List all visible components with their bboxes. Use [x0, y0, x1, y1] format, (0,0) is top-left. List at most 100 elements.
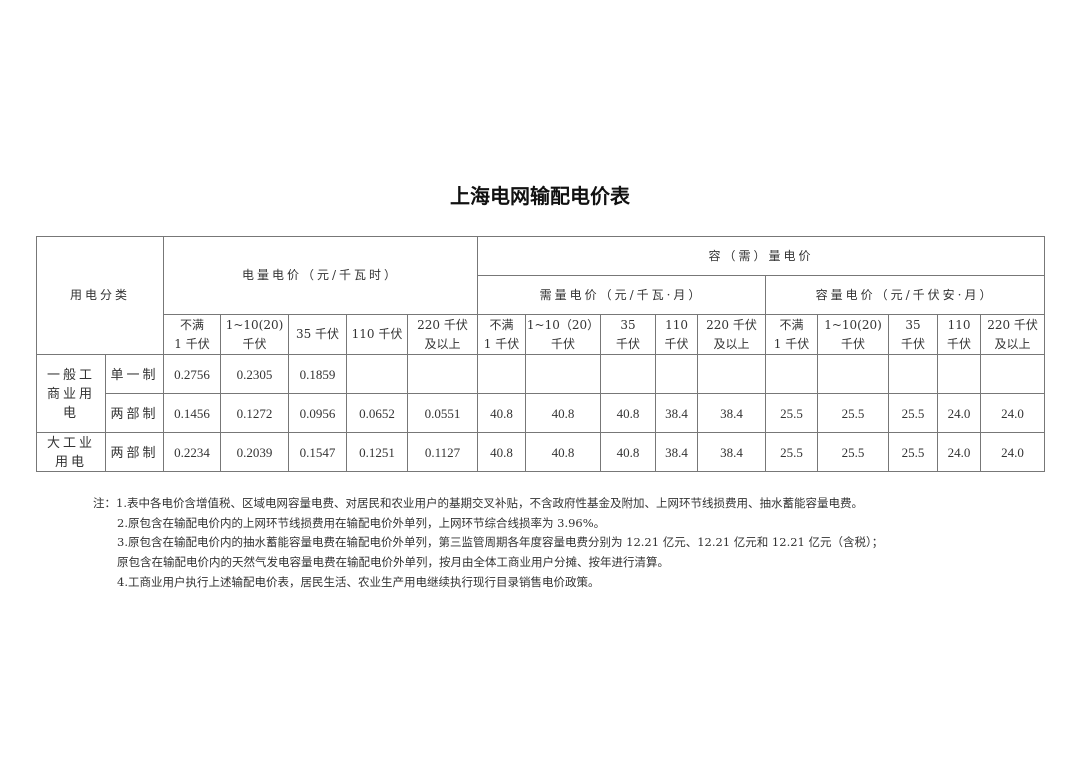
price-cell: 40.8: [477, 432, 527, 472]
capacity-demand-header: 容（需）量电价: [477, 236, 1046, 276]
price-cell: 25.5: [765, 393, 819, 433]
category-name: 一般工商业用电: [36, 354, 106, 433]
price-cell: [655, 354, 699, 394]
voltage-label-line: 35: [905, 317, 921, 332]
energy-price-header: 电量电价（元/千瓦时）: [163, 236, 479, 315]
capacity-voltage-col-header: 1~10(20) 千伏: [817, 314, 890, 355]
voltage-label-line: 千伏: [947, 336, 972, 351]
demand-voltage-col-header: 35 千伏: [600, 314, 657, 355]
voltage-label-line: 110 千伏: [351, 327, 403, 341]
price-cell: 40.8: [600, 393, 657, 433]
tariff-type: 两部制: [104, 393, 165, 433]
voltage-label-line: 35 千伏: [295, 327, 340, 341]
price-cell: [600, 354, 657, 394]
price-cell: 25.5: [765, 432, 819, 472]
energy-voltage-col-header: 110 千伏: [346, 314, 409, 355]
tariff-type: 两部制: [104, 432, 165, 472]
energy-voltage-col-header: 1~10(20) 千伏: [220, 314, 290, 355]
price-cell: 0.1272: [220, 393, 290, 433]
price-cell: 0.0956: [288, 393, 348, 433]
note-line: 3.原包含在输配电价内的抽水蓄能容量电费在输配电价外单列，第三监管周期各年度容量…: [117, 535, 884, 550]
price-cell: [477, 354, 527, 394]
voltage-label-line: 千伏: [664, 336, 689, 351]
voltage-label-line: 及以上: [994, 336, 1031, 351]
voltage-label-line: 220 千伏: [987, 317, 1038, 332]
demand-voltage-col-header: 1~10（20） 千伏: [525, 314, 602, 355]
price-cell: 40.8: [477, 393, 527, 433]
note-line: 2.原包含在输配电价内的上网环节线损费用在输配电价外单列，上网环节综合线损率为 …: [117, 515, 606, 530]
price-cell: 0.0551: [407, 393, 479, 433]
voltage-label-line: 不满: [779, 317, 804, 332]
category-name: 大工业用电: [36, 432, 106, 472]
price-cell: [888, 354, 939, 394]
voltage-label-line: 千伏: [616, 336, 641, 351]
price-cell: [980, 354, 1046, 394]
capacity-voltage-col-header: 220 千伏 及以上: [980, 314, 1046, 355]
tariff-type: 单一制: [104, 354, 165, 394]
energy-voltage-col-header: 不满 1 千伏: [163, 314, 222, 355]
demand-voltage-col-header: 110 千伏: [655, 314, 699, 355]
voltage-label-line: 1 千伏: [773, 336, 810, 351]
voltage-label-line: 110: [665, 317, 688, 332]
price-cell: 24.0: [937, 393, 982, 433]
price-cell: 40.8: [600, 432, 657, 472]
voltage-label-line: 千伏: [551, 336, 576, 351]
price-cell: 40.8: [525, 393, 602, 433]
voltage-label-line: 不满: [180, 317, 205, 332]
capacity-voltage-col-header: 110 千伏: [937, 314, 982, 355]
note-line: 注：1.表中各电价含增值税、区域电网容量电费、对居民和农业用户的基期交叉补贴，不…: [93, 496, 863, 510]
energy-voltage-col-header: 35 千伏: [288, 314, 348, 355]
table-row: 一般工商业用电 单一制 0.2756 0.2305 0.1859: [36, 354, 1046, 433]
price-cell: 0.2039: [220, 432, 290, 472]
voltage-label-line: 及以上: [424, 336, 461, 351]
price-cell: 25.5: [817, 432, 890, 472]
price-cell: [697, 354, 767, 394]
price-cell: [525, 354, 602, 394]
price-cell: 25.5: [817, 393, 890, 433]
price-cell: 24.0: [980, 432, 1046, 472]
price-cell: 0.1456: [163, 393, 222, 433]
price-cell: [765, 354, 819, 394]
voltage-label-line: 1~10(20): [225, 317, 284, 332]
price-cell: 38.4: [697, 432, 767, 472]
voltage-label-line: 不满: [489, 317, 514, 332]
energy-voltage-col-header: 220 千伏 及以上: [407, 314, 479, 355]
price-cell: 0.1127: [407, 432, 479, 472]
price-cell: 24.0: [980, 393, 1046, 433]
price-cell: 25.5: [888, 393, 939, 433]
tariff-table: 用电分类 电量电价（元/千瓦时） 容（需）量电价 需量电价（元/千瓦·月） 容量…: [35, 236, 1046, 472]
voltage-label-line: 千伏: [242, 336, 267, 351]
price-cell: [346, 354, 409, 394]
price-cell: [817, 354, 890, 394]
price-cell: 0.1547: [288, 432, 348, 472]
voltage-label-line: 及以上: [713, 336, 750, 351]
capacity-voltage-col-header: 不满 1 千伏: [765, 314, 819, 355]
price-cell: 38.4: [697, 393, 767, 433]
price-cell: 0.1859: [288, 354, 348, 394]
voltage-label-line: 1~10(20): [824, 317, 882, 332]
price-cell: 0.2234: [163, 432, 222, 472]
table-row: 两部制 0.1456 0.1272 0.0956 0.0652 0.0551 40.8 40.…: [37, 393, 1046, 433]
demand-voltage-col-header: 220 千伏 及以上: [697, 314, 767, 355]
voltage-label-line: 220 千伏: [417, 317, 468, 332]
price-cell: 25.5: [888, 432, 939, 472]
table-row: 大工业用电 两部制 0.2234 0.2039 0.1547 0.1251 0.1127 40…: [36, 432, 1046, 472]
voltage-label-line: 110: [947, 317, 971, 332]
price-cell: 0.2305: [220, 354, 290, 394]
price-cell: 0.2756: [163, 354, 222, 394]
price-cell: 0.1251: [346, 432, 409, 472]
voltage-label-line: 1 千伏: [174, 336, 210, 351]
note-line: 4.工商业用户执行上述输配电价表，居民生活、农业生产用电继续执行现行目录销售电价…: [117, 574, 600, 589]
page-title: 上海电网输配电价表: [450, 184, 630, 208]
price-cell: 38.4: [655, 393, 699, 433]
voltage-label-line: 1~10（20）: [526, 317, 600, 332]
voltage-label-line: 1 千伏: [483, 336, 520, 351]
voltage-label-line: 千伏: [841, 336, 866, 351]
note-line: 原包含在输配电价内的天然气发电容量电费在输配电价外单列，按月由全体工商业用户分摊…: [117, 555, 669, 570]
capacity-price-header: 容量电价（元/千伏安·月）: [765, 275, 1046, 315]
price-cell: 38.4: [655, 432, 699, 472]
voltage-label-line: 220 千伏: [706, 317, 757, 332]
notes: 注：1.表中各电价含增值税、区域电网容量电费、对居民和农业用户的基期交叉补贴，不…: [93, 494, 883, 593]
voltage-label-line: 千伏: [901, 336, 926, 351]
demand-voltage-col-header: 不满 1 千伏: [477, 314, 527, 355]
